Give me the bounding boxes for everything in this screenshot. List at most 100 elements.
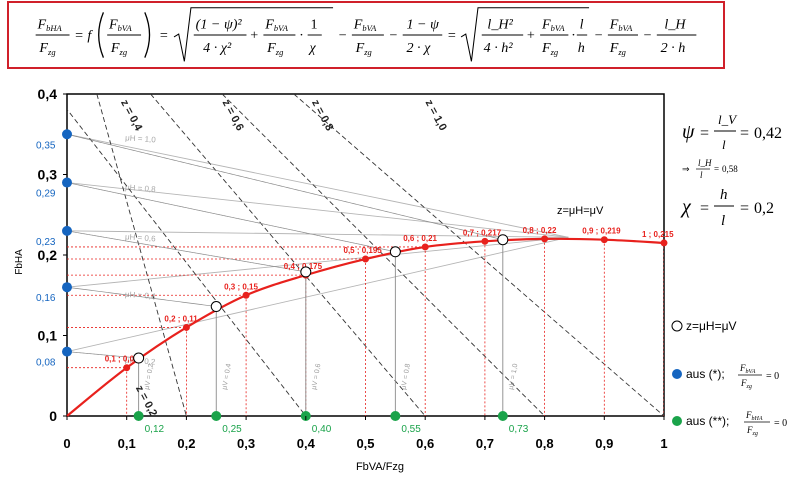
green-point-label: 0,40 [312, 424, 332, 435]
svg-text:0,42: 0,42 [754, 125, 782, 142]
formula-term8: l_H 2 · h [656, 16, 697, 56]
svg-text:l_H²: l_H² [487, 16, 513, 32]
svg-text:l: l [580, 16, 584, 32]
x-tick-label: 0,5 [356, 436, 374, 451]
data-label: 0,1 ; 0,06 [105, 355, 139, 364]
mu-line [67, 236, 569, 353]
svg-text:4 · h²: 4 · h² [484, 40, 514, 56]
blue-point [62, 225, 72, 236]
mu-line [67, 133, 569, 238]
open-point [497, 234, 509, 246]
svg-text:Fzg: Fzg [746, 425, 758, 437]
svg-text:l_H: l_H [664, 16, 686, 32]
svg-text:ψ: ψ [682, 121, 695, 143]
svg-text:l: l [721, 213, 725, 229]
svg-text:=: = [700, 200, 709, 217]
red-curve [66, 237, 665, 417]
svg-text:·: · [571, 28, 576, 44]
svg-text:·: · [299, 28, 304, 44]
green-point [133, 411, 144, 421]
data-point [123, 364, 131, 372]
svg-text:l: l [700, 170, 703, 180]
svg-text:FbVA: FbVA [264, 16, 288, 33]
blue-point [62, 177, 72, 188]
open-point [210, 301, 222, 313]
data-point [182, 323, 190, 331]
data-label: 0,8 ; 0,22 [523, 226, 557, 235]
svg-text:FbVA: FbVA [353, 16, 377, 33]
formula-lhs: FbHA Fzg [35, 16, 70, 57]
formula-term2: FbVA Fzg · 1 χ [263, 16, 322, 57]
blue-point [62, 346, 72, 357]
mu-v-label: μV = 0,6 [311, 363, 322, 390]
formula-term6: FbVA Fzg · l h [540, 16, 588, 57]
svg-text:−: − [390, 28, 398, 44]
y-axis-label: FbHA [14, 249, 25, 275]
formula-term4: 1 − ψ 2 · χ [402, 16, 443, 56]
mu-v-label: μV = 0,4 [221, 363, 232, 390]
svg-text:χ: χ [680, 196, 692, 218]
formula-term7: FbVA Fzg [607, 16, 638, 57]
svg-text:h: h [578, 40, 585, 56]
blue-point-label: 0,35 [36, 140, 56, 151]
svg-text:−: − [339, 28, 347, 44]
data-label: 0,2 ; 0,11 [164, 314, 198, 323]
y-tick-label: 0,1 [38, 328, 58, 344]
svg-text:χ: χ [308, 40, 317, 56]
green-point [211, 411, 222, 421]
mu-h-link [67, 230, 306, 273]
open-point [133, 352, 145, 364]
green-point-label: 0,25 [222, 424, 242, 435]
svg-text:Fzg: Fzg [609, 40, 626, 57]
svg-text:Fzg: Fzg [110, 40, 127, 57]
data-point [242, 291, 250, 299]
x-tick-label: 0,1 [118, 436, 136, 451]
psi-equation: ψ = l_V l = 0,42 [682, 112, 782, 152]
svg-text:4 · χ²: 4 · χ² [203, 40, 232, 56]
x-axis-label: FbVA/Fzg [356, 461, 404, 473]
green-point [497, 411, 508, 421]
svg-text:=: = [160, 28, 168, 44]
open-point [389, 246, 401, 258]
blue-point-label: 0,16 [36, 293, 56, 304]
svg-text:z=μH=μV: z=μH=μV [686, 319, 737, 333]
data-point [421, 243, 429, 251]
open-point [300, 266, 312, 278]
svg-text:h: h [720, 187, 728, 203]
data-label: 0,7 ; 0,217 [463, 228, 502, 237]
svg-text:FbHA: FbHA [745, 410, 763, 422]
mu-v-label: μV = 1,0 [508, 363, 519, 390]
y-tick-label: 0,4 [38, 86, 58, 102]
svg-text:=: = [700, 125, 709, 142]
svg-text:aus (**);: aus (**); [686, 414, 729, 428]
x-tick-label: 1 [660, 436, 667, 451]
mu-h-link [67, 133, 503, 241]
svg-text:aus (*);: aus (*); [686, 367, 725, 381]
green-point-label: 0,73 [509, 424, 529, 435]
z-line [293, 94, 664, 416]
mu-v-label: μV = 0,8 [400, 363, 411, 390]
data-label: 0,6 ; 0,21 [403, 234, 437, 243]
mu-line [67, 230, 569, 238]
x-tick-label: 0,4 [297, 436, 316, 451]
curve-label: z=μH=μV [557, 205, 604, 217]
legend-green: aus (**); FbHA Fzg = 0 [672, 410, 787, 437]
svg-text:Fzg: Fzg [541, 40, 558, 57]
mu-h-link [67, 351, 139, 359]
svg-text:+: + [250, 28, 258, 44]
svg-text:=: = [75, 28, 83, 44]
svg-text:=: = [740, 125, 749, 142]
data-point [541, 235, 549, 243]
z-line [150, 94, 426, 416]
svg-text:0,2: 0,2 [754, 200, 774, 217]
svg-text:=: = [714, 164, 719, 174]
x-tick-label: 0,2 [177, 436, 195, 451]
svg-text:0,58: 0,58 [722, 164, 738, 174]
legend: z=μH=μV aus (*); FbVA Fzg = 0 aus (**); … [671, 319, 787, 437]
chart: μH = 1,0μH = 0,8μH = 0,6μH = 0,4μH = 0,2… [14, 86, 787, 473]
x-tick-label: 0 [63, 436, 70, 451]
plot-area [66, 93, 665, 417]
svg-text:l: l [722, 137, 726, 152]
mu-v-label: μV = 0,2 [144, 363, 155, 390]
arrow-equation: ⇒ l_H l = 0,58 [682, 158, 738, 180]
